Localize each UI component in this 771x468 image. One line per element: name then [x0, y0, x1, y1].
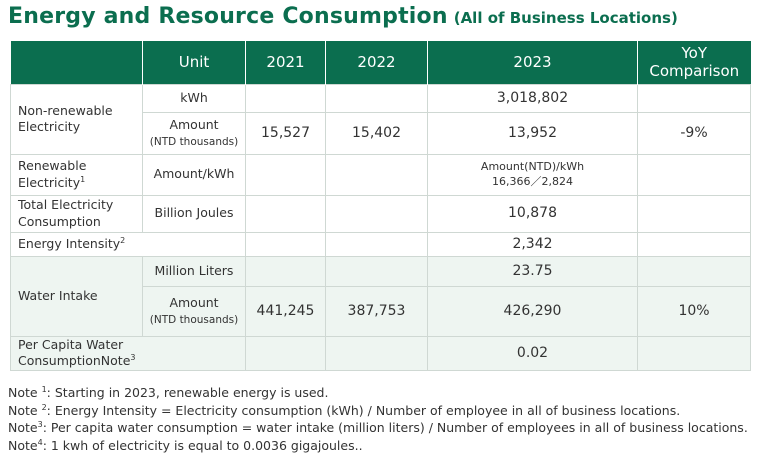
header-2022: 2022: [325, 41, 428, 84]
header-unit: Unit: [142, 41, 246, 84]
total-yoy: [637, 194, 751, 233]
header-row: Unit 2021 2022 2023 YoY Comparison: [10, 41, 751, 84]
nonrenewable-kwh-2022: [325, 83, 428, 113]
water-liters-2021: [245, 255, 326, 287]
water-amount-2021: 441,245: [245, 285, 326, 337]
water-liters-unit: Million Liters: [142, 255, 246, 287]
renewable-yoy: [637, 153, 751, 196]
nonrenewable-amount-unit: Amount (NTD thousands): [142, 111, 246, 155]
table-row: Energy Intensity2 2,342: [10, 231, 751, 257]
total-label: Total Electricity Consumption: [10, 194, 143, 233]
nonrenewable-label: Non-renewable Electricity: [10, 83, 143, 155]
consumption-table: Unit 2021 2022 2023 YoY Comparison Non-r…: [10, 41, 751, 371]
water-liters-2022: [325, 255, 428, 287]
water-amount-2022: 387,753: [325, 285, 428, 337]
renewable-unit: Amount/kWh: [142, 153, 246, 196]
nonrenewable-amount-yoy: -9%: [637, 111, 751, 155]
nonrenewable-kwh-yoy: [637, 83, 751, 113]
renewable-2021: [245, 153, 326, 196]
renewable-2022: [325, 153, 428, 196]
percapita-2023: 0.02: [427, 335, 638, 371]
header-2021: 2021: [245, 41, 326, 84]
header-blank: [10, 41, 143, 84]
percapita-label: Per Capita Water ConsumptionNote3: [10, 335, 246, 371]
percapita-2021: [245, 335, 326, 371]
water-label: Water Intake: [10, 255, 143, 337]
table-row: Per Capita Water ConsumptionNote3 0.02: [10, 335, 751, 371]
header-yoy: YoY Comparison: [637, 41, 751, 84]
title-sub: (All of Business Locations): [453, 9, 678, 27]
table-row: Water Intake Million Liters 23.75: [10, 255, 751, 337]
footnote-1: Note 1: Starting in 2023, renewable ener…: [8, 384, 329, 400]
water-amount-2023: 426,290: [427, 285, 638, 337]
intensity-2021: [245, 231, 326, 257]
total-unit: Billion Joules: [142, 194, 246, 233]
nonrenewable-amount-2021: 15,527: [245, 111, 326, 155]
intensity-2023: 2,342: [427, 231, 638, 257]
intensity-2022: [325, 231, 428, 257]
table-row: Non-renewable Electricity kWh 3,018,802: [10, 83, 751, 155]
percapita-2022: [325, 335, 428, 371]
footnote-2: Note 2: Energy Intensity = Electricity c…: [8, 402, 681, 418]
table-row: Amount (NTD thousands) 15,527 15,402 13,…: [11, 111, 751, 155]
nonrenewable-amount-2023: 13,952: [427, 111, 638, 155]
footnote-3: Note3: Per capita water consumption = wa…: [8, 419, 748, 435]
nonrenewable-amount-2022: 15,402: [325, 111, 428, 155]
nonrenewable-kwh-2021: [245, 83, 326, 113]
title-main: Energy and Resource Consumption: [8, 4, 448, 29]
intensity-label: Energy Intensity2: [10, 231, 246, 257]
water-amount-unit: Amount (NTD thousands): [142, 285, 246, 337]
page-title: Energy and Resource Consumption (All of B…: [8, 4, 678, 36]
footnotes: Note 1: Starting in 2023, renewable ener…: [8, 384, 748, 454]
renewable-2023: Amount(NTD)/kWh 16,366／2,824: [427, 153, 638, 196]
intensity-yoy: [637, 231, 751, 257]
table-row: Amount (NTD thousands) 441,245 387,753 4…: [11, 285, 751, 337]
footnote-4: Note4: 1 kwh of electricity is equal to …: [8, 437, 363, 453]
nonrenewable-kwh-2023: 3,018,802: [427, 83, 638, 113]
header-2023: 2023: [427, 41, 638, 84]
renewable-label: Renewable Electricity1: [10, 153, 143, 196]
water-amount-yoy: 10%: [637, 285, 751, 337]
table-row: Renewable Electricity1 Amount/kWh Amount…: [10, 153, 751, 196]
total-2023: 10,878: [427, 194, 638, 233]
total-2022: [325, 194, 428, 233]
water-liters-yoy: [637, 255, 751, 287]
total-2021: [245, 194, 326, 233]
percapita-yoy: [637, 335, 751, 371]
nonrenewable-kwh-unit: kWh: [142, 83, 246, 113]
table-row: Total Electricity Consumption Billion Jo…: [10, 194, 751, 233]
water-liters-2023: 23.75: [427, 255, 638, 287]
